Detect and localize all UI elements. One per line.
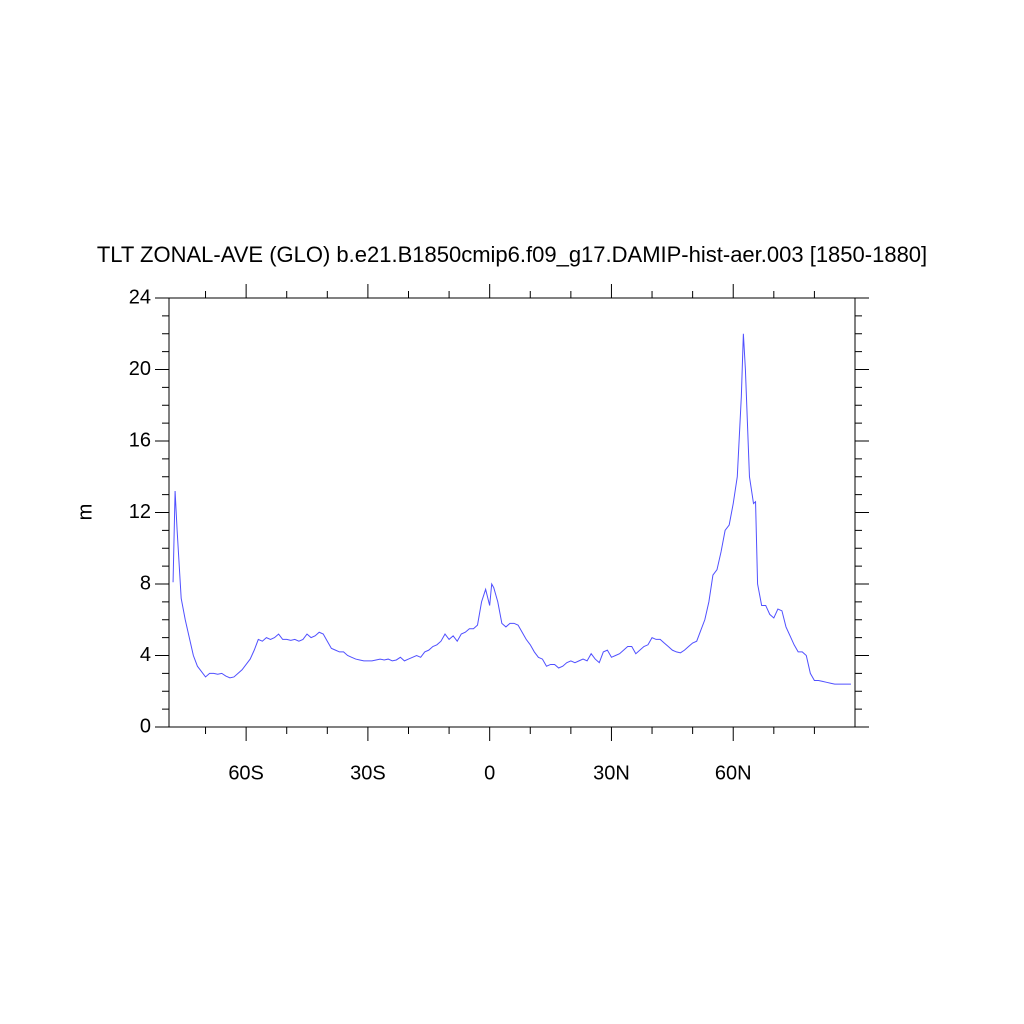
chart-title: TLT ZONAL-AVE (GLO) b.e21.B1850cmip6.f09…: [97, 242, 927, 267]
x-tick-label: 30N: [593, 762, 630, 784]
x-tick-label: 0: [484, 762, 495, 784]
y-tick-label: 4: [140, 644, 151, 666]
plot-frame: [168, 297, 856, 728]
x-tick-label: 60S: [228, 762, 264, 784]
y-tick-label: 12: [129, 501, 151, 523]
x-tick-label: 30S: [350, 762, 386, 784]
y-tick-label: 20: [129, 358, 151, 380]
y-axis-label: m: [74, 504, 96, 521]
x-tick-label: 60N: [715, 762, 752, 784]
y-tick-label: 16: [129, 429, 151, 451]
y-tick-label: 24: [129, 286, 151, 308]
data-line: [172, 333, 851, 685]
y-tick-label: 0: [140, 715, 151, 737]
y-tick-label: 8: [140, 572, 151, 594]
